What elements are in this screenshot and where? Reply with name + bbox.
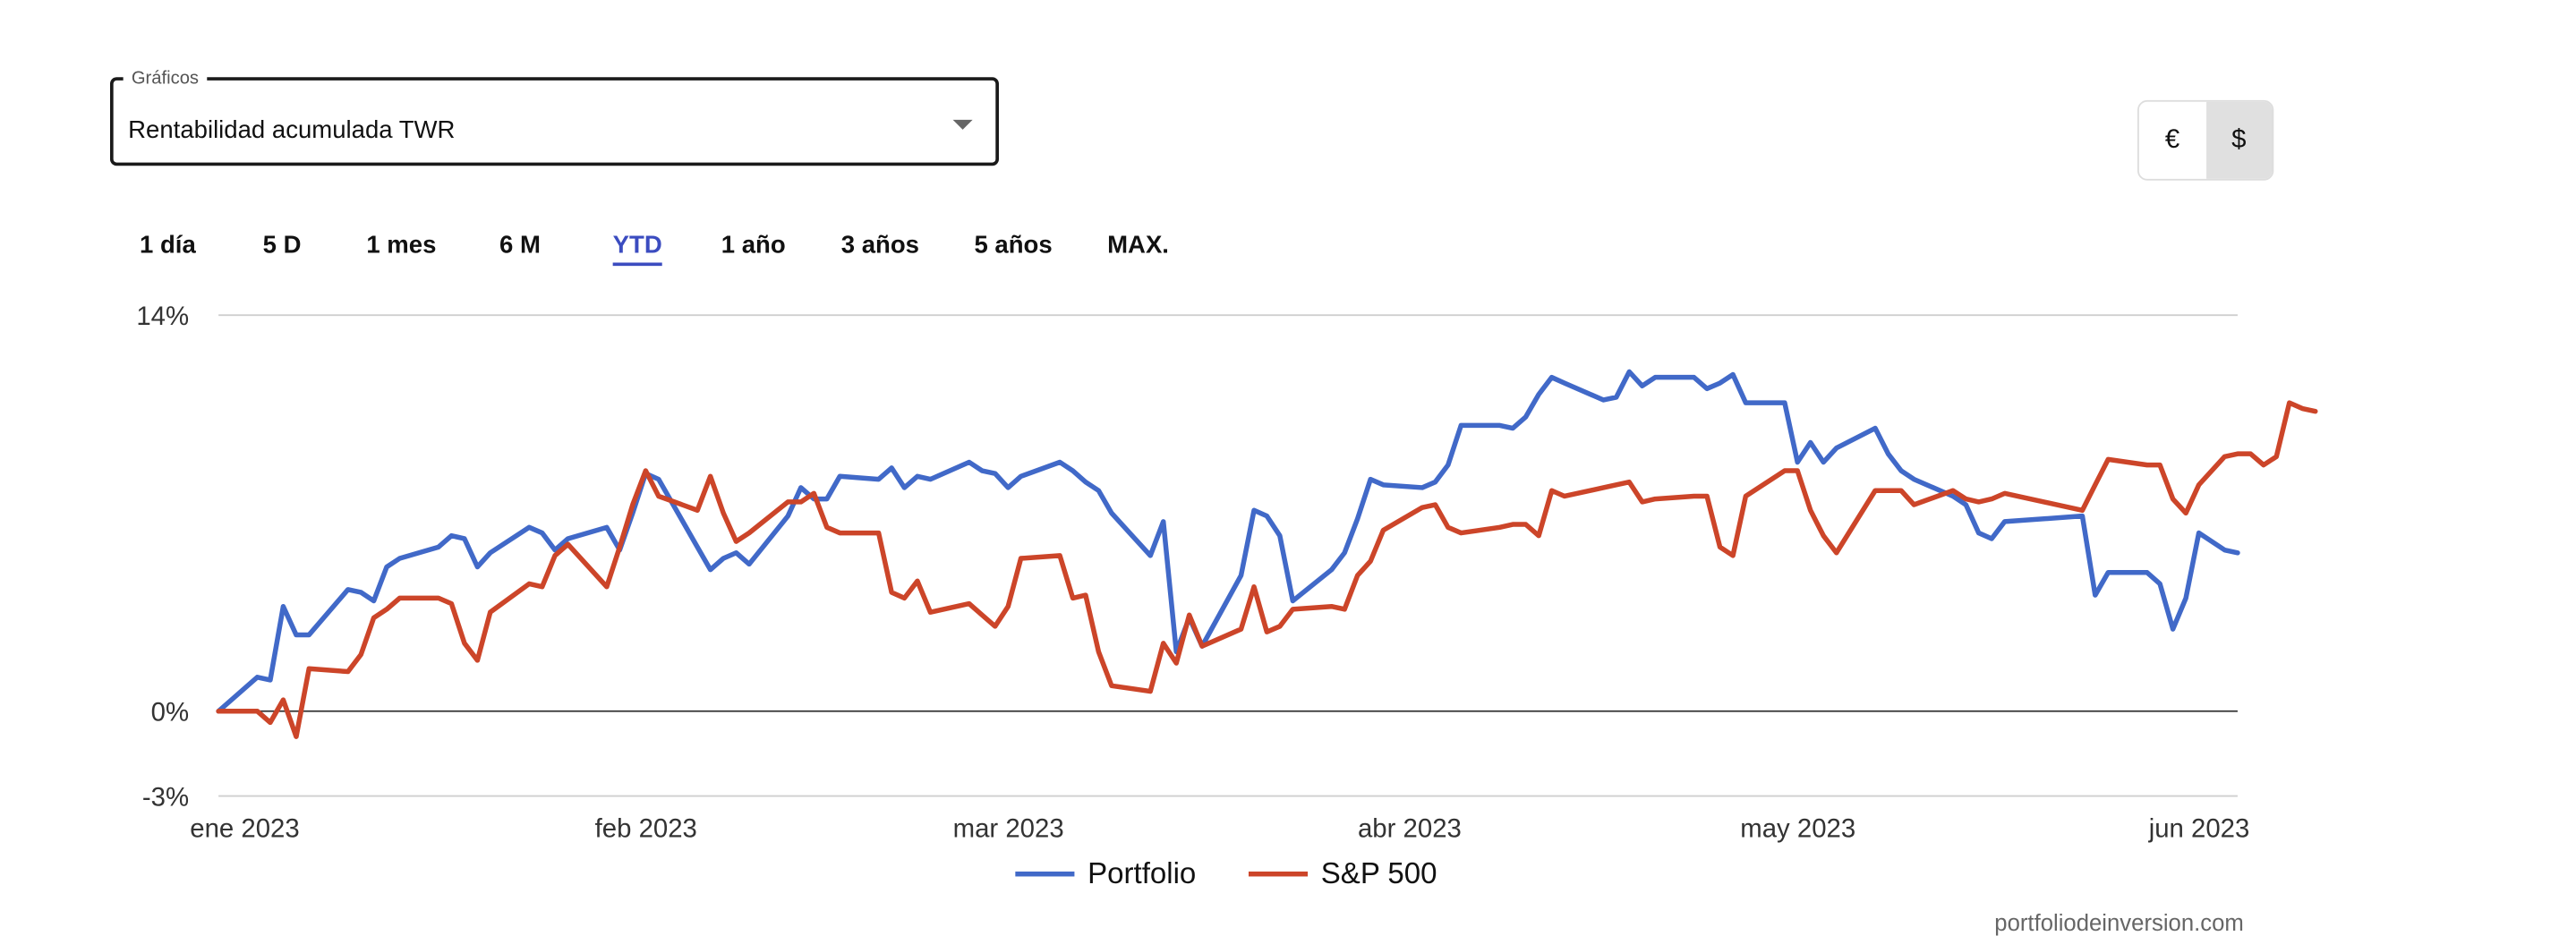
legend-swatch-sp500	[1248, 871, 1309, 877]
y-axis-ticks: 14% 0% -3%	[136, 302, 189, 812]
range-tab-max[interactable]: MAX.	[1107, 231, 1169, 260]
x-tick-label: feb 2023	[595, 813, 697, 843]
returns-line-chart: 14% 0% -3% ene 2023 feb 2023 mar 2023 abr 202…	[136, 302, 2318, 843]
x-tick-label: ene 2023	[190, 813, 299, 843]
y-tick-label: 14%	[136, 302, 189, 331]
legend-swatch-portfolio	[1015, 871, 1075, 877]
legend-label-sp500: S&P 500	[1320, 856, 1437, 890]
currency-toggle: € $	[2137, 99, 2274, 181]
x-tick-label: jun 2023	[2148, 813, 2250, 843]
y-tick-label: 0%	[151, 698, 189, 728]
series-line-sp500	[216, 400, 2318, 739]
range-tab-3y[interactable]: 3 años	[840, 231, 920, 260]
legend-item-portfolio[interactable]: Portfolio	[1015, 856, 1196, 891]
currency-eur-button[interactable]: €	[2164, 125, 2180, 154]
x-tick-label: mar 2023	[953, 813, 1064, 843]
range-tab-5d[interactable]: 5 D	[262, 231, 302, 260]
range-tab-5y[interactable]: 5 años	[974, 231, 1053, 260]
x-tick-label: may 2023	[1740, 813, 1855, 843]
series-layer	[216, 369, 2318, 739]
range-tab-1m[interactable]: 1 mes	[366, 231, 437, 260]
chevron-down-icon[interactable]	[952, 119, 973, 130]
legend-item-sp500[interactable]: S&P 500	[1248, 856, 1437, 891]
grid-layer	[218, 314, 2238, 797]
range-tab-6m[interactable]: 6 M	[499, 231, 541, 260]
watermark: portfoliodeinversion.com	[1994, 909, 2244, 936]
y-tick-label: -3%	[142, 783, 189, 813]
range-tab-1y[interactable]: 1 año	[721, 231, 786, 260]
x-tick-label: abr 2023	[1358, 813, 1462, 843]
x-axis-ticks: ene 2023 feb 2023 mar 2023 abr 2023 may 2023…	[190, 813, 2249, 843]
legend-label-portfolio: Portfolio	[1088, 856, 1197, 890]
chart-type-select[interactable]: Gráficos Rentabilidad acumulada TWR	[109, 67, 999, 166]
range-tab-1d[interactable]: 1 día	[140, 231, 196, 260]
range-tab-ytd[interactable]: YTD	[612, 232, 662, 267]
chart-type-select-legend: Gráficos	[123, 67, 208, 90]
currency-usd-button[interactable]: $	[2205, 101, 2273, 179]
chart-type-select-value: Rentabilidad acumulada TWR	[128, 116, 456, 145]
series-line-portfolio	[216, 369, 2240, 714]
